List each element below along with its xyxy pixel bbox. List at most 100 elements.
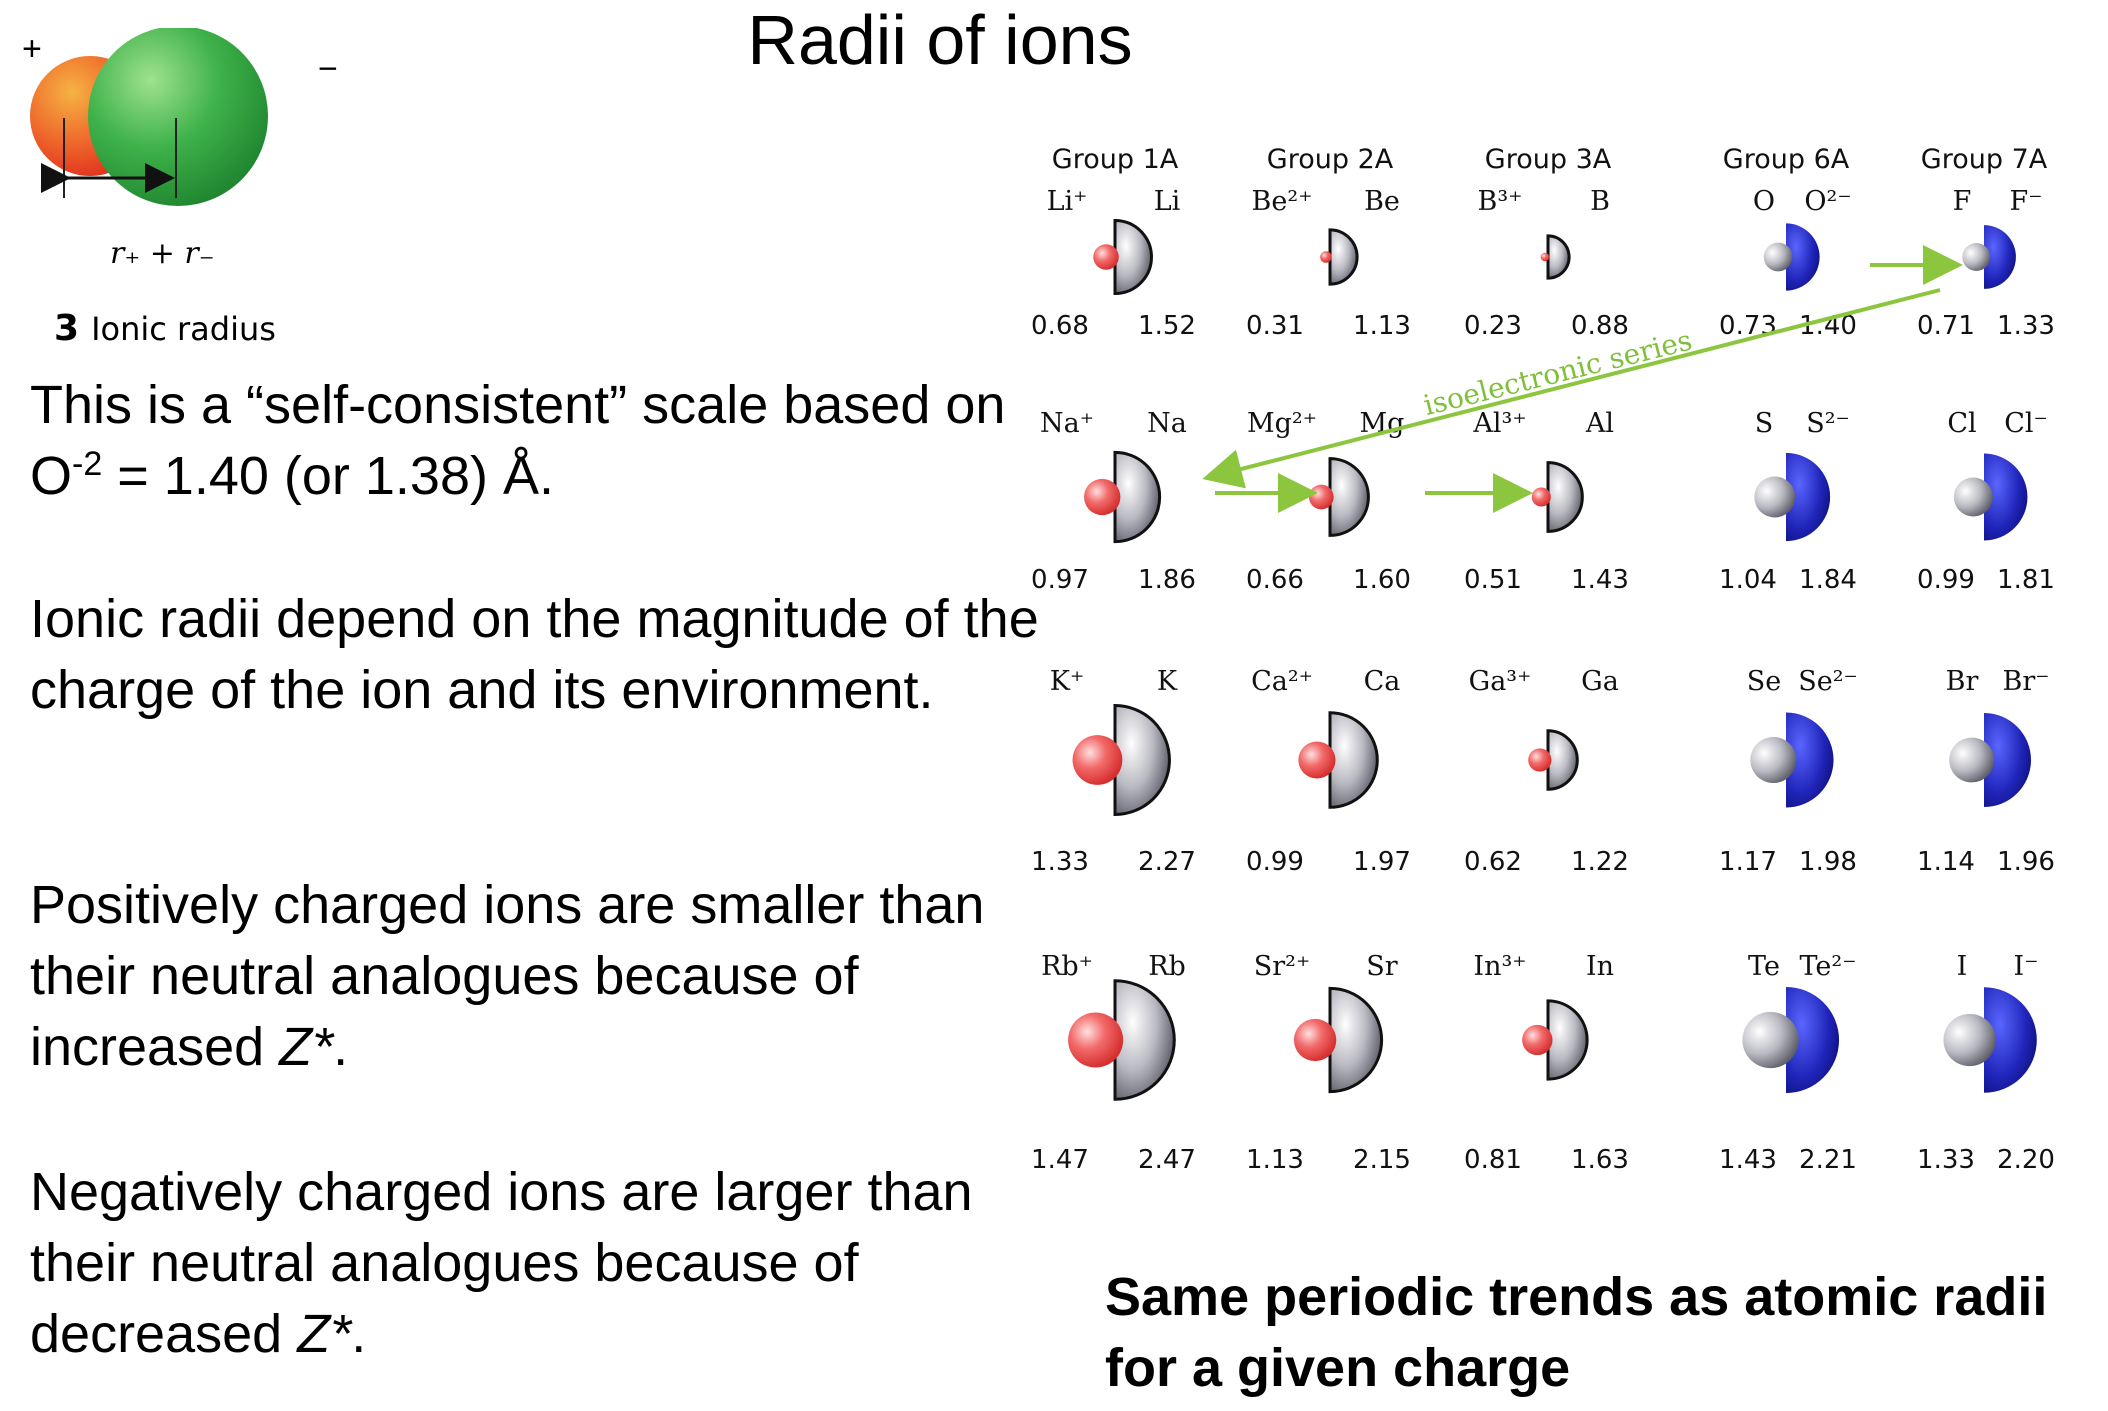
atom-radius-value: 1.43	[1719, 1145, 1777, 1175]
ion-radius-value: 2.20	[1997, 1145, 2055, 1175]
ion-radius-value: 0.99	[1246, 847, 1304, 877]
ion-radius-value: 1.33	[1031, 847, 1089, 877]
atom-sphere	[1546, 729, 1579, 791]
figure-caption: 3 Ionic radius	[54, 308, 276, 349]
atom-symbol: O	[1753, 186, 1775, 217]
atom-sphere	[1742, 1011, 1799, 1069]
paragraph-dependence: Ionic radii depend on the magnitude of t…	[30, 589, 1039, 720]
ion-radius-value: 1.96	[1997, 847, 2055, 877]
ion-radius-value: 1.47	[1031, 1145, 1089, 1175]
group-label: Group 1A	[1052, 144, 1179, 175]
ion-radius-value: 0.31	[1246, 311, 1304, 341]
cation-sphere	[1528, 748, 1552, 772]
atom-sphere	[1750, 736, 1797, 784]
cation-sphere	[1308, 484, 1334, 510]
atom-radius-value: 1.63	[1571, 1145, 1629, 1175]
atom-radius-value: 2.15	[1353, 1145, 1411, 1175]
atom-radius-value: 0.73	[1719, 311, 1777, 341]
atom-radius-value: 2.27	[1138, 847, 1196, 877]
atom-sphere	[1546, 234, 1571, 280]
plus-sign: +	[22, 30, 42, 68]
ion-symbol: Ca²⁺	[1251, 666, 1313, 697]
atom-sphere	[1943, 1013, 1996, 1067]
paragraph-text: Negatively charged ions are larger than …	[30, 1162, 973, 1364]
atom-symbol: Te	[1748, 951, 1780, 982]
anion-sphere	[1786, 712, 1834, 808]
anion-sphere	[1984, 453, 2028, 541]
zstar-term: Z*	[297, 1304, 352, 1364]
zstar-term: Z*	[279, 1017, 334, 1077]
atom-symbol: K	[1157, 666, 1178, 697]
anion-sphere	[88, 26, 268, 206]
cation-sphere	[1522, 1024, 1553, 1056]
atom-symbol: In	[1586, 951, 1614, 982]
ion-radius-value: 0.23	[1464, 311, 1522, 341]
atom-symbol: Rb	[1148, 951, 1186, 982]
atom-radius-value: 1.43	[1571, 565, 1629, 595]
atom-radius-value: 2.47	[1138, 1145, 1196, 1175]
ion-symbol: Rb⁺	[1041, 951, 1093, 982]
paragraph-text: .	[333, 1017, 349, 1077]
cation-sphere	[1320, 251, 1332, 263]
atom-radius-value: 1.17	[1719, 847, 1777, 877]
ion-radius-value: 0.81	[1464, 1145, 1522, 1175]
atom-radius-value: 1.04	[1719, 565, 1777, 595]
atom-sphere	[1328, 228, 1359, 286]
group-label: Group 3A	[1485, 144, 1612, 175]
ion-radius-value: 0.68	[1031, 311, 1089, 341]
atom-sphere	[1763, 242, 1793, 272]
ion-symbol: In³⁺	[1473, 951, 1526, 982]
ion-symbol: I⁻	[2014, 951, 2039, 982]
atom-symbol: Be	[1364, 186, 1400, 217]
atom-radius-value: 0.71	[1917, 311, 1975, 341]
ionic-radii-chart: Group 1A Li⁺ Li 0.68 1.52 Na⁺ Na 0.97 1.86 K⁺ K 1.3…	[1031, 144, 2055, 1175]
isoelectronic-label: isoelectronic series	[1420, 323, 1695, 422]
ion-symbol: Be²⁺	[1252, 186, 1313, 217]
cation-sphere	[1068, 1012, 1124, 1068]
ion-symbol: Te²⁻	[1800, 951, 1857, 982]
group-label: Group 6A	[1723, 144, 1850, 175]
atom-sphere	[1962, 243, 1991, 271]
ion-radius-value: 1.40	[1799, 311, 1857, 341]
atom-sphere	[1546, 999, 1589, 1081]
ion-symbol: Br⁻	[2003, 666, 2050, 697]
group-label: Group 7A	[1921, 144, 2048, 175]
paragraph-positive-ions: Positively charged ions are smaller than…	[30, 870, 1050, 1083]
atom-sphere	[1328, 711, 1379, 809]
paragraph-text: This is a “self-consistent” scale based …	[30, 375, 1006, 506]
ion-symbol: Mg²⁺	[1247, 408, 1317, 439]
ionic-radius-figure: + − r₊ + r₋	[18, 26, 338, 348]
ion-symbol: Al³⁺	[1472, 408, 1526, 439]
ion-radius-value: 2.21	[1799, 1145, 1857, 1175]
atom-radius-value: 1.14	[1917, 847, 1975, 877]
caption-number: 3	[54, 308, 80, 349]
atom-sphere	[1328, 986, 1384, 1094]
ion-radius-value: 1.98	[1799, 847, 1857, 877]
ion-symbol: Cl⁻	[2004, 408, 2048, 439]
atom-sphere	[1546, 461, 1584, 533]
bottom-note: Same periodic trends as atomic radii for…	[1105, 1267, 2048, 1398]
ion-symbol: Na⁺	[1040, 408, 1094, 439]
atom-radius-value: 1.13	[1353, 311, 1411, 341]
atom-radius-value: 1.97	[1353, 847, 1411, 877]
cation-sphere	[1084, 478, 1121, 516]
ion-symbol: Li⁺	[1047, 186, 1088, 217]
anion-sphere	[1984, 225, 2016, 289]
ion-symbol: Sr²⁺	[1254, 951, 1310, 982]
caption-text: Ionic radius	[91, 310, 276, 348]
paragraph-text: .	[351, 1304, 367, 1364]
atom-symbol: Ca	[1364, 666, 1401, 697]
cation-sphere	[1293, 1018, 1337, 1062]
atom-radius-value: 0.88	[1571, 311, 1629, 341]
atom-sphere	[1754, 476, 1796, 518]
isoelectronic-arrow	[1202, 288, 1941, 489]
cation-sphere	[1072, 735, 1123, 785]
atom-sphere	[1113, 450, 1162, 544]
ion-radius-value: 0.66	[1246, 565, 1304, 595]
ion-radius-value: 1.84	[1799, 565, 1857, 595]
ion-symbol: K⁺	[1050, 666, 1084, 697]
ion-radius-value: 1.13	[1246, 1145, 1304, 1175]
atom-sphere	[1328, 457, 1370, 537]
ion-radius-value: 0.97	[1031, 565, 1089, 595]
paragraph-text: Positively charged ions are smaller than…	[30, 875, 985, 1077]
